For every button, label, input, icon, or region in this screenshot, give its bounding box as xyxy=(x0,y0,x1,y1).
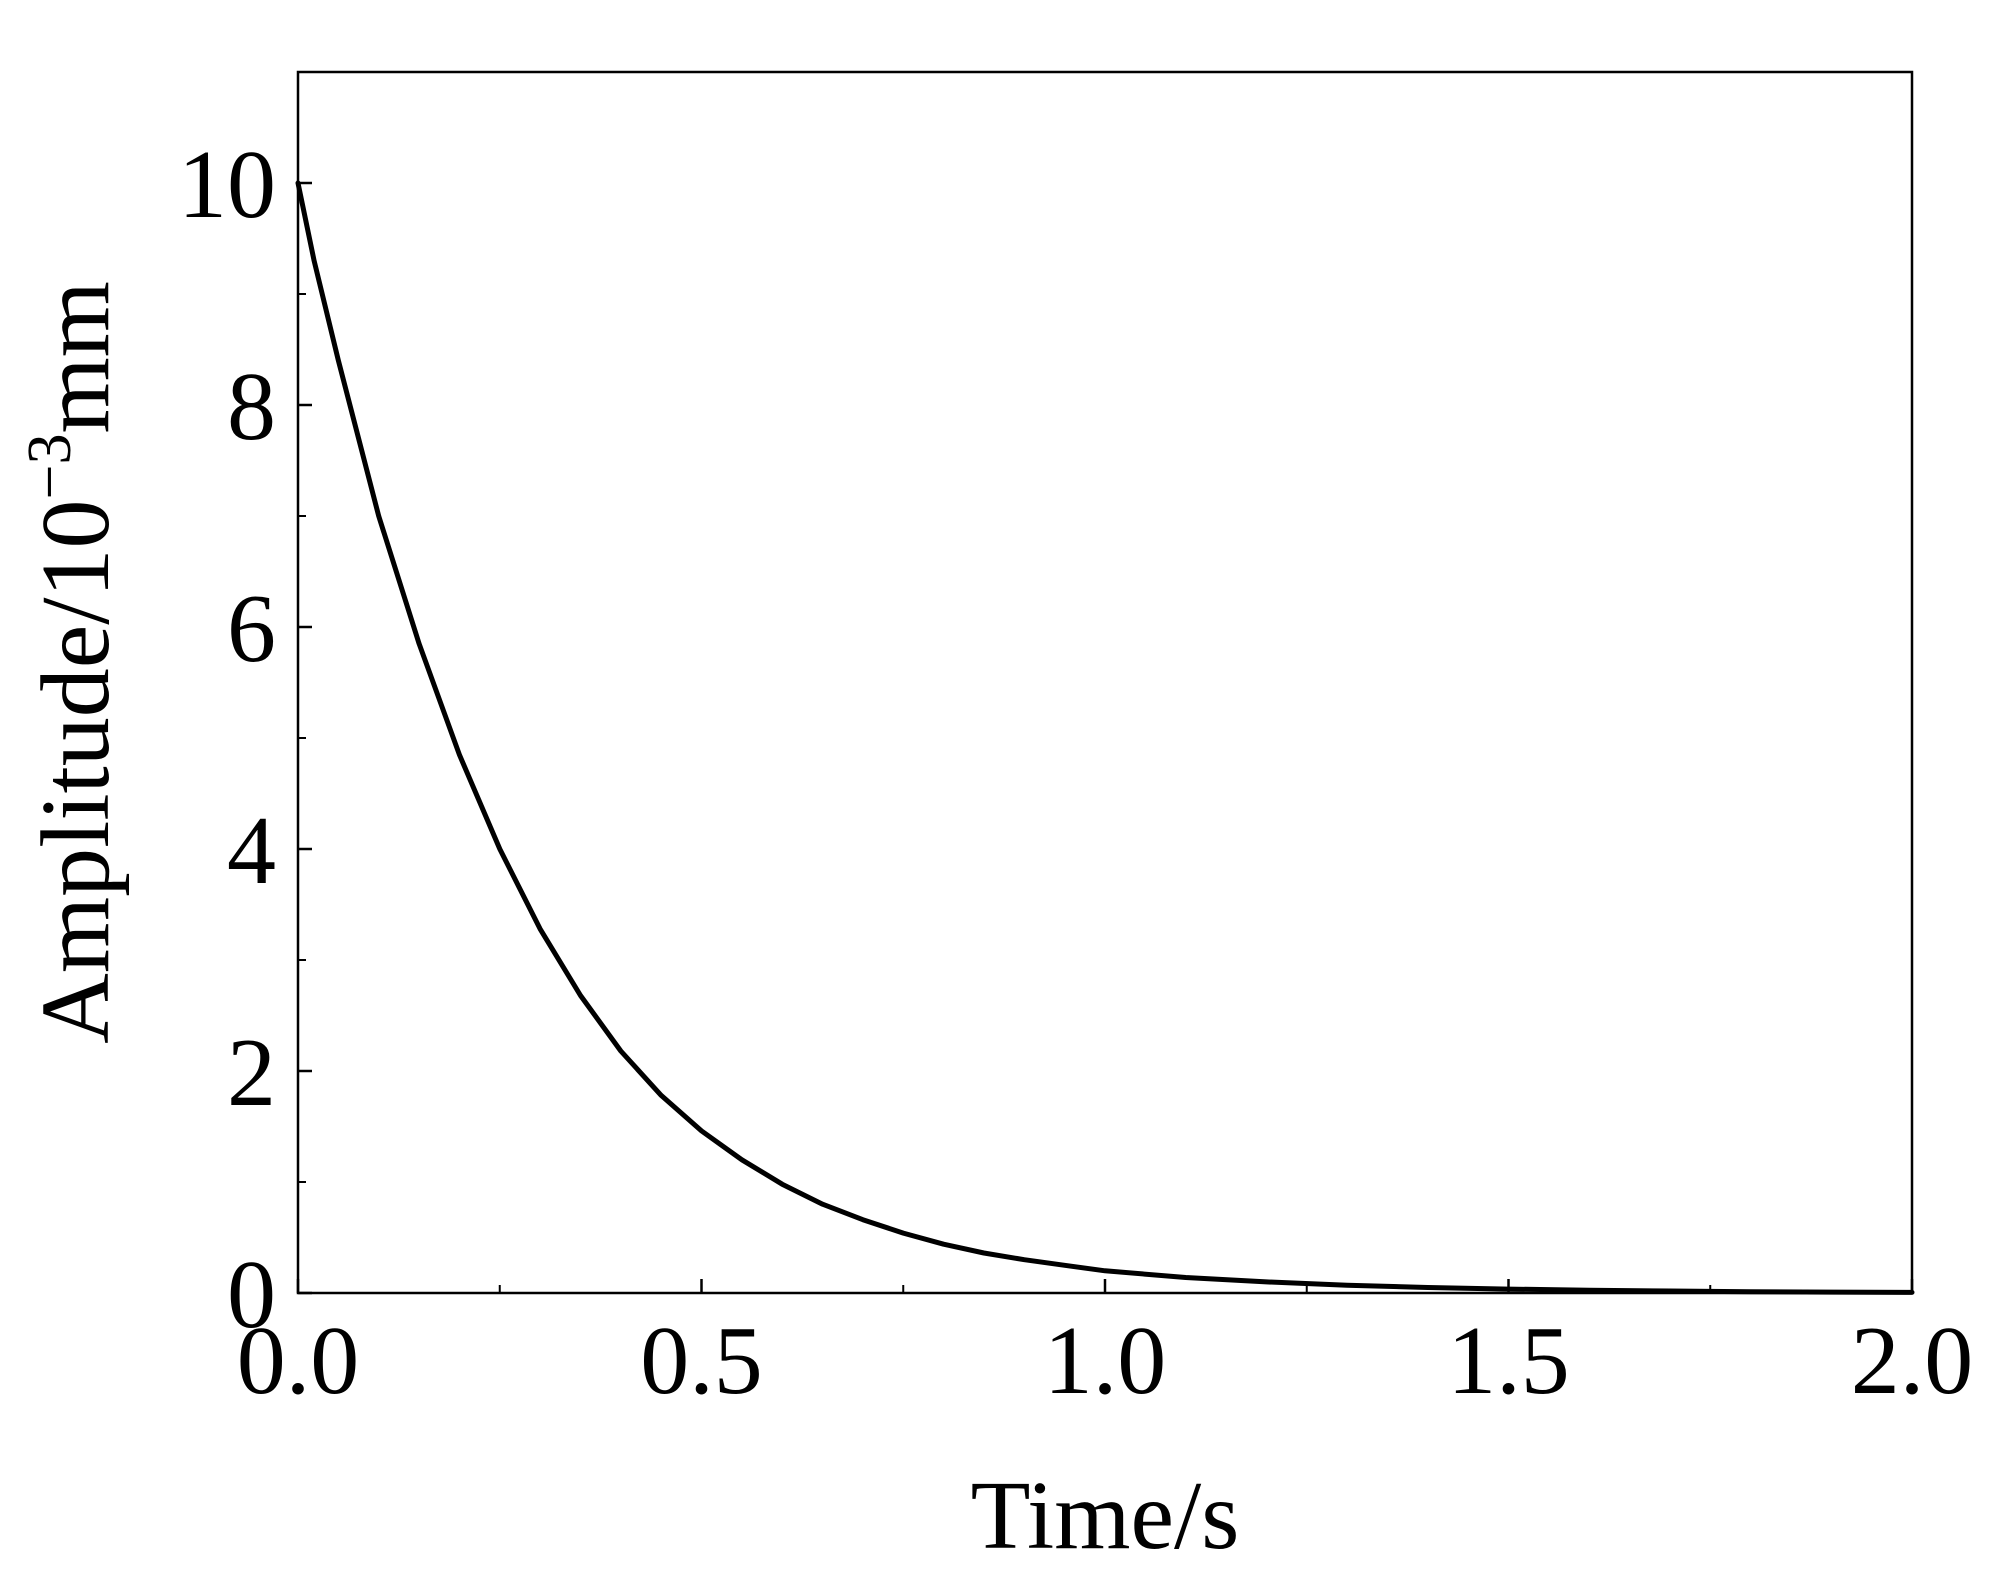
x-axis-title: Time/s xyxy=(971,1462,1240,1570)
y-tick-label: 0 xyxy=(227,1241,276,1349)
y-tick-label: 2 xyxy=(227,1019,276,1127)
y-axis-title: Amplitude/10−3mm xyxy=(16,281,130,1044)
y-tick-label: 8 xyxy=(227,353,276,461)
x-tick-label: 1.5 xyxy=(1447,1307,1570,1415)
x-tick-label: 0.0 xyxy=(237,1307,360,1415)
x-tick-label: 1.0 xyxy=(1044,1307,1167,1415)
y-tick-label: 10 xyxy=(178,131,276,239)
series-layer xyxy=(295,180,1915,1295)
ticks-layer: 0.0 0.5 1.0 1.5 2.0 0 2 4 6 8 10 xyxy=(178,131,1973,1415)
plot-frame xyxy=(296,70,1914,1295)
y-axis-title-main: Amplitude/10 xyxy=(22,500,130,1044)
y-axis-title-superscript: −3 xyxy=(16,434,84,500)
y-tick-label: 6 xyxy=(227,575,276,683)
y-tick-label: 4 xyxy=(227,797,276,905)
series-line xyxy=(295,180,1915,1295)
labels-layer: Time/s Amplitude/10−3mm xyxy=(16,281,1239,1570)
axes-layer xyxy=(296,70,1914,1295)
x-tick-label: 2.0 xyxy=(1851,1307,1974,1415)
x-tick-label: 0.5 xyxy=(640,1307,763,1415)
y-axis-title-unit: mm xyxy=(22,281,130,433)
